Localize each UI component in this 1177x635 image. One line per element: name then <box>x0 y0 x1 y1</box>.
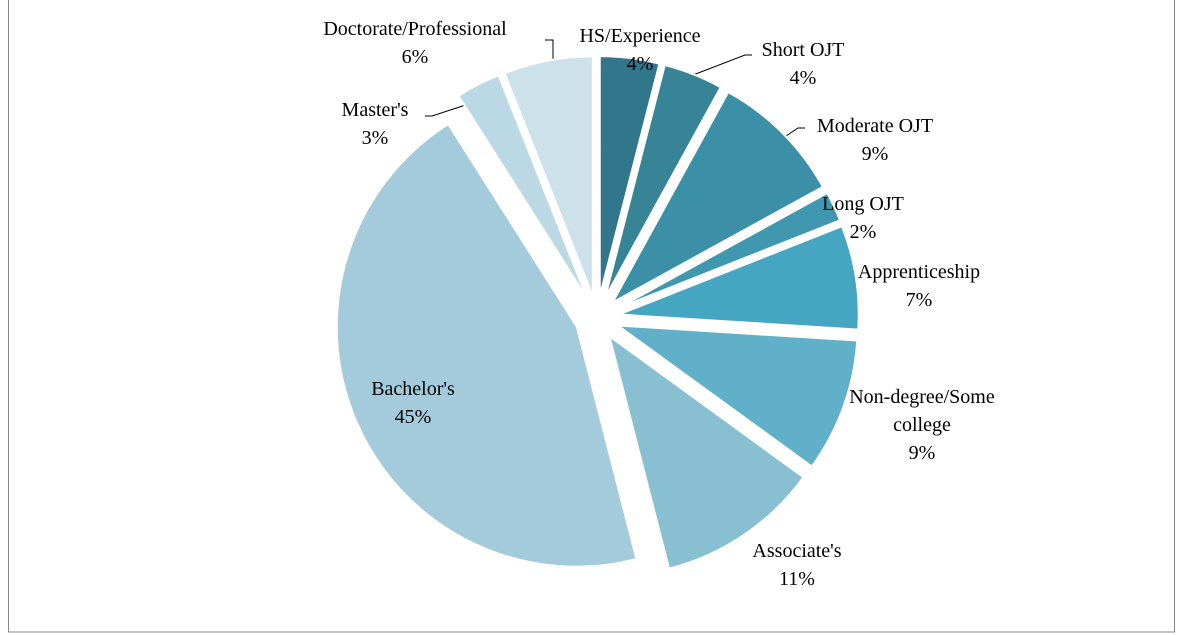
slice-label: Associate's 11% <box>752 537 841 593</box>
category-label: Moderate OJT <box>816 115 934 137</box>
leader-line <box>679 54 752 81</box>
category-label: Doctorate/Professional <box>323 18 507 40</box>
value-label: 6% <box>401 46 429 68</box>
category-label: Long OJT <box>822 193 904 215</box>
category-label: Bachelor's <box>371 378 455 400</box>
slice-label: Moderate OJT 9% <box>817 112 933 168</box>
pie-slice <box>598 55 661 297</box>
slice-label: Short OJT 4% <box>762 36 845 92</box>
slice-label: Apprenticeship 7% <box>858 258 980 314</box>
category-label: HS/Experience <box>579 25 701 47</box>
slice-label: Master's 3% <box>342 96 409 152</box>
value-label: 3% <box>361 127 389 149</box>
value-label: 2% <box>849 221 877 243</box>
value-label: 4% <box>626 53 654 75</box>
chart-frame <box>8 0 1175 633</box>
pie-slice <box>335 122 638 568</box>
slice-label: Non-degree/Some college 9% <box>822 383 1022 467</box>
pie-slice <box>614 324 859 468</box>
category-label: Short OJT <box>761 39 845 61</box>
category-label: Master's <box>341 99 409 121</box>
pie-slice <box>616 191 842 310</box>
pie-slice <box>610 90 825 305</box>
value-label: 9% <box>861 143 889 165</box>
value-label: 7% <box>905 289 933 311</box>
pie-slice <box>604 63 723 299</box>
value-label: 9% <box>908 442 936 464</box>
value-label: 4% <box>789 67 817 89</box>
category-label: Non-degree/Some college <box>849 386 995 436</box>
pie-slice <box>607 333 805 570</box>
slice-label: Bachelor's 45% <box>371 375 455 431</box>
pie-slice <box>457 73 588 299</box>
slice-label: HS/Experience 4% <box>579 22 700 78</box>
value-label: 45% <box>394 406 432 428</box>
value-label: 11% <box>779 568 815 590</box>
category-label: Apprenticeship <box>857 261 981 283</box>
category-label: Associate's <box>752 540 842 562</box>
pie-slice <box>503 55 594 297</box>
slice-label: Doctorate/Professional 6% <box>315 15 515 71</box>
pie-slice <box>618 224 860 331</box>
slice-label: Long OJT 2% <box>822 190 904 246</box>
